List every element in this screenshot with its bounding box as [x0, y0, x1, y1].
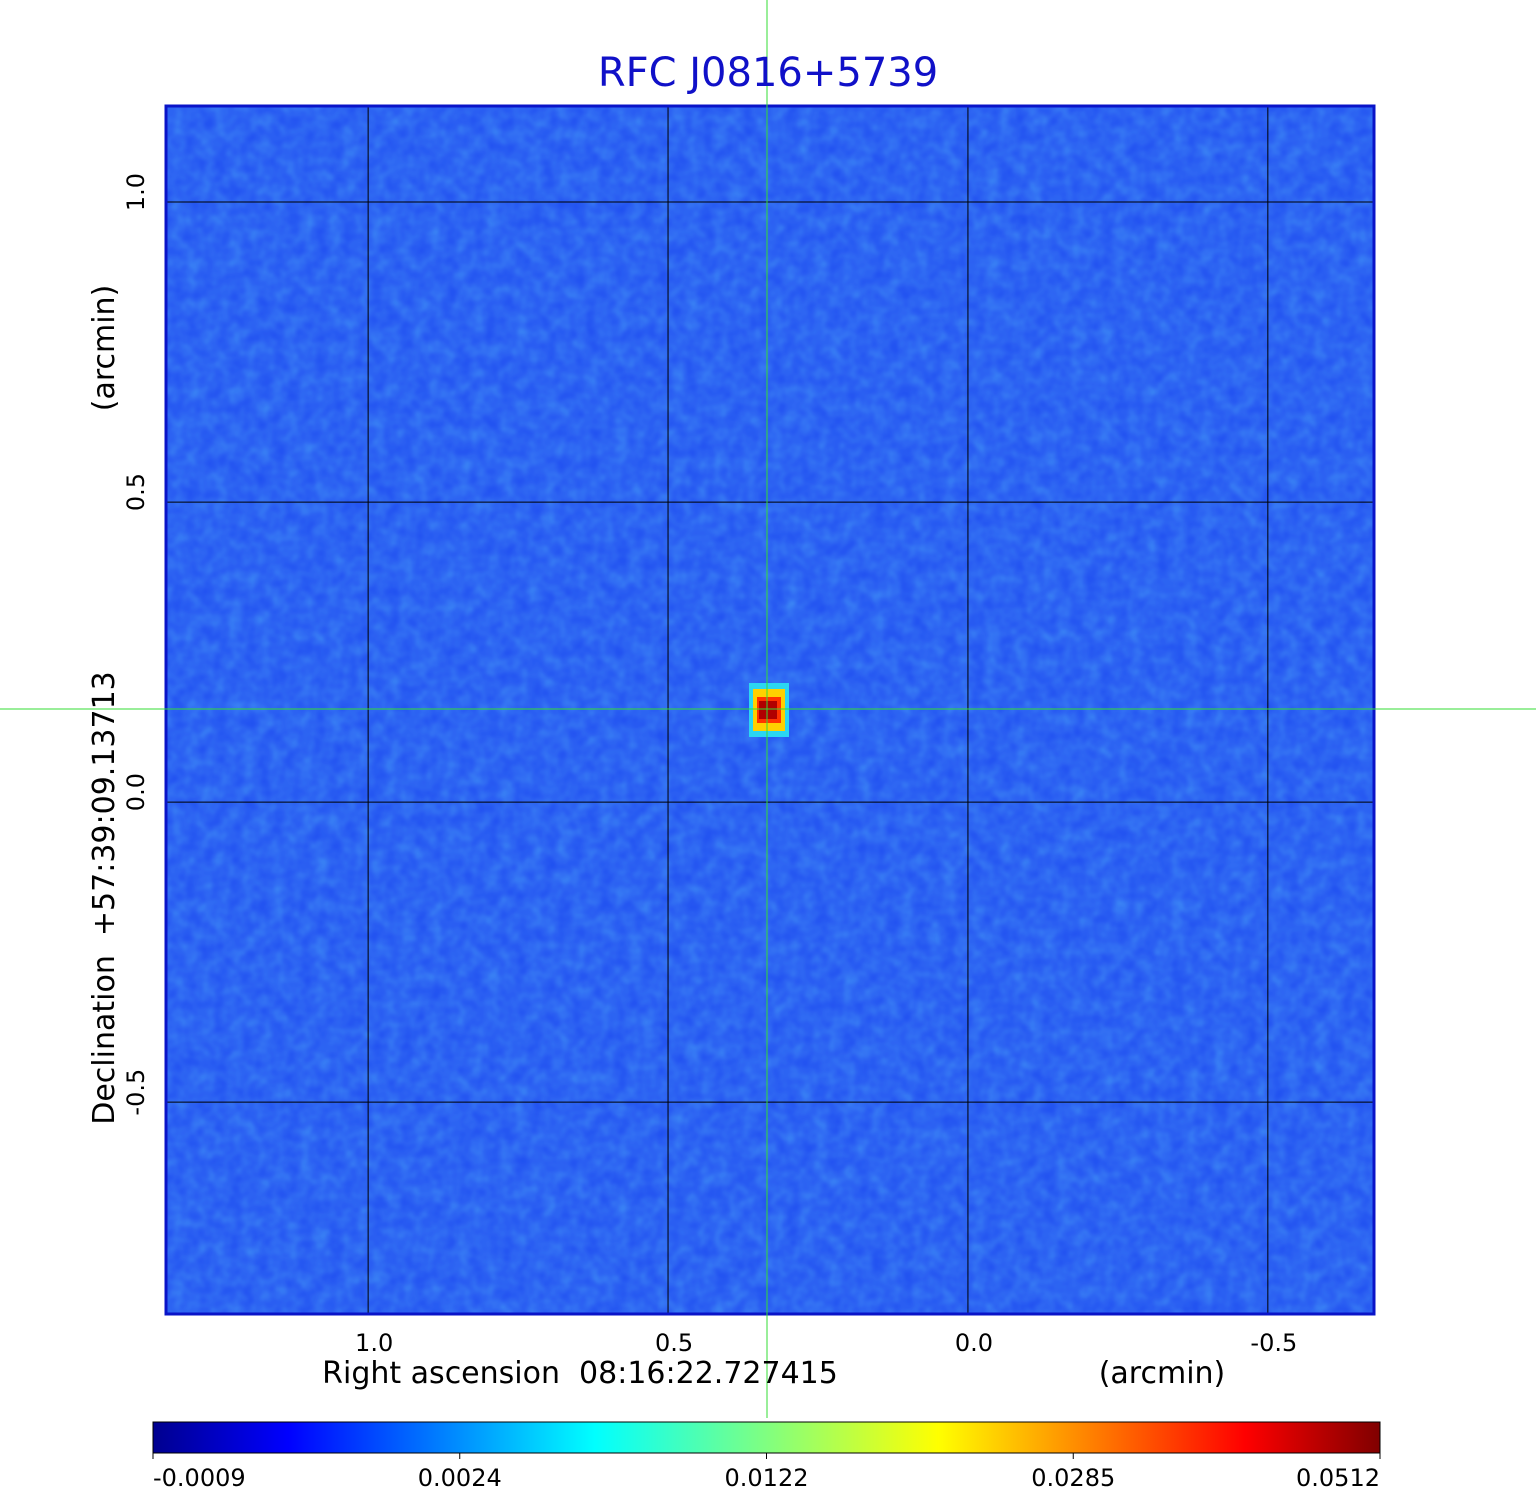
grid	[166, 106, 1374, 1314]
colorbar-tick-label: 0.0512	[1296, 1464, 1380, 1492]
colorbar-tick-label: 0.0285	[1031, 1464, 1115, 1492]
y-tick-label: 0.5	[122, 473, 150, 511]
x-tick-label: 0.0	[955, 1329, 993, 1357]
y-axis-label: Declination +57:39:09.13713	[87, 671, 122, 1125]
x-tick-label: -0.5	[1250, 1329, 1297, 1357]
colorbar	[152, 1421, 1381, 1454]
y-axis-unit: (arcmin)	[87, 285, 122, 412]
source	[749, 683, 789, 737]
x-tick-label: 0.5	[655, 1329, 693, 1357]
chart-title: RFC J0816+5739	[598, 50, 938, 96]
colorbar-tick-label: 0.0024	[418, 1464, 502, 1492]
colorbar-tick-label: -0.0009	[153, 1464, 246, 1492]
x-axis-label: Right ascension 08:16:22.727415	[322, 1356, 838, 1391]
plot-border	[164, 104, 1376, 1316]
plot-area	[166, 106, 1374, 1314]
y-tick-label: -0.5	[122, 1069, 150, 1116]
y-tick-label: 1.0	[122, 173, 150, 211]
colorbar-tick-label: 0.0122	[725, 1464, 809, 1492]
x-axis-unit: (arcmin)	[1099, 1356, 1226, 1391]
x-tick-label: 1.0	[355, 1329, 393, 1357]
y-tick-label: 0.0	[122, 773, 150, 811]
